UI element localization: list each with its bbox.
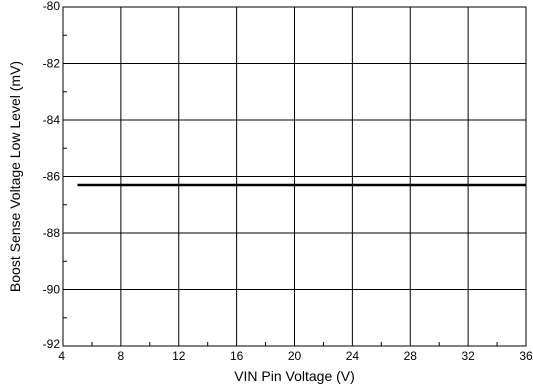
y-tick-label: -80 <box>43 0 61 13</box>
x-tick-label: 16 <box>230 349 244 363</box>
x-tick-label: 24 <box>346 349 360 363</box>
minor-ticks <box>63 34 498 346</box>
y-tick-label: -84 <box>43 113 61 127</box>
x-tick-labels: 4 8 12 16 20 24 28 32 36 <box>58 349 533 363</box>
y-tick-label: -88 <box>43 226 61 240</box>
x-axis-title: VIN Pin Voltage (V) <box>234 368 355 384</box>
x-tick-label: 32 <box>461 349 475 363</box>
x-tick-label: 12 <box>172 349 186 363</box>
x-tick-label: 28 <box>404 349 418 363</box>
y-tick-label: -82 <box>43 57 61 71</box>
x-tick-label: 20 <box>288 349 302 363</box>
x-tick-label: 4 <box>58 349 65 363</box>
plot-frame <box>62 6 527 347</box>
y-tick-labels: -80 -82 -84 -86 -88 -90 -92 <box>43 0 61 351</box>
y-tick-label: -90 <box>43 283 61 297</box>
y-tick-label: -92 <box>43 337 61 351</box>
y-tick-label: -86 <box>43 170 61 184</box>
grid <box>63 7 526 346</box>
x-tick-label: 8 <box>118 349 125 363</box>
x-tick-label: 36 <box>519 349 533 363</box>
y-axis-title: Boost Sense Voltage Low Level (mV) <box>7 61 23 292</box>
